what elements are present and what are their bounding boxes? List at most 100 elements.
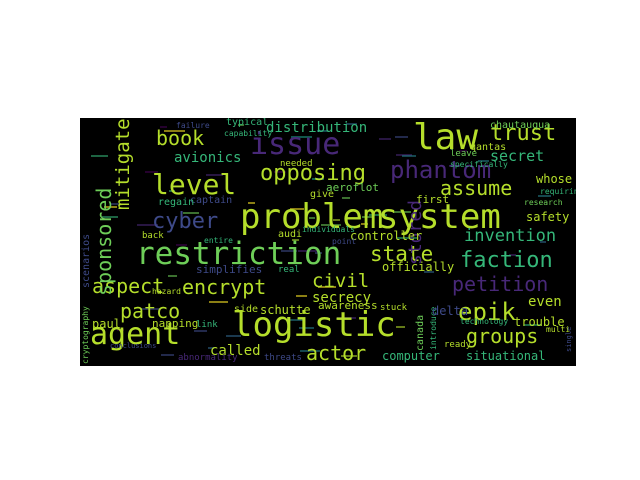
word: opposing bbox=[260, 161, 366, 186]
word: officially bbox=[382, 260, 455, 274]
filler-word-mark bbox=[397, 237, 417, 239]
word: computer bbox=[382, 349, 440, 363]
word: state bbox=[370, 242, 434, 266]
word: real bbox=[278, 265, 300, 275]
word: failure bbox=[176, 121, 210, 130]
filler-word-mark bbox=[395, 136, 408, 138]
filler-word-mark bbox=[137, 224, 158, 226]
filler-word-mark bbox=[164, 130, 185, 132]
word: aspect bbox=[92, 274, 165, 298]
word: secrecy bbox=[312, 290, 372, 306]
word: trouble bbox=[514, 315, 565, 329]
filler-word-mark bbox=[509, 254, 516, 256]
filler-word-mark bbox=[194, 330, 207, 332]
filler-word-mark bbox=[290, 208, 304, 210]
word: distribution bbox=[266, 120, 368, 136]
word: conclusions bbox=[110, 342, 157, 350]
word: specifically bbox=[450, 160, 508, 169]
filler-word-mark bbox=[402, 155, 416, 157]
word: stuck bbox=[380, 303, 408, 313]
filler-word-mark bbox=[183, 212, 199, 214]
filler-word-mark bbox=[290, 319, 303, 321]
filler-word-mark bbox=[315, 252, 322, 254]
word: chautauqua bbox=[490, 120, 551, 131]
filler-word-mark bbox=[238, 124, 244, 126]
word: requiring bbox=[540, 187, 576, 196]
word: epik bbox=[458, 298, 516, 326]
word: restriction bbox=[136, 236, 342, 272]
filler-word-mark bbox=[459, 150, 467, 152]
word: napping bbox=[152, 317, 199, 330]
word: issue bbox=[250, 127, 341, 162]
word: ready bbox=[444, 340, 472, 350]
filler-word-mark bbox=[524, 324, 541, 326]
word: captain bbox=[190, 195, 233, 206]
filler-word-mark bbox=[309, 217, 315, 219]
word: simplifies bbox=[196, 263, 263, 276]
word: needed bbox=[280, 159, 313, 169]
filler-word-mark bbox=[369, 214, 387, 216]
word: research bbox=[524, 198, 563, 207]
filler-word-mark bbox=[318, 286, 336, 288]
word: individuals bbox=[302, 225, 355, 234]
word: qantas bbox=[470, 142, 507, 153]
word: first bbox=[416, 193, 450, 206]
word: back bbox=[142, 231, 164, 241]
word: sponsored bbox=[92, 187, 116, 296]
filler-word-mark bbox=[342, 197, 350, 199]
word: delta bbox=[432, 304, 469, 318]
filler-word-mark bbox=[169, 190, 175, 192]
filler-word-mark bbox=[361, 223, 368, 225]
word: aeroflot bbox=[326, 181, 379, 194]
word: cryptography bbox=[81, 306, 90, 364]
word-cloud-image: problem system restriction logistic agen… bbox=[80, 118, 576, 366]
filler-word-mark bbox=[206, 174, 223, 176]
word: logistic bbox=[232, 305, 396, 345]
filler-word-mark bbox=[176, 244, 187, 246]
filler-word-mark bbox=[291, 136, 312, 138]
filler-word-mark bbox=[424, 271, 434, 273]
word: side bbox=[234, 304, 259, 315]
filler-word-mark bbox=[274, 171, 286, 173]
filler-word-mark bbox=[161, 354, 174, 356]
word: invention bbox=[464, 226, 557, 246]
word: give bbox=[310, 189, 335, 200]
word: even bbox=[528, 294, 562, 310]
filler-word-mark bbox=[110, 203, 119, 205]
word: controller bbox=[350, 229, 423, 243]
word: trust bbox=[490, 121, 557, 146]
filler-word-mark bbox=[312, 178, 324, 180]
word: phantom bbox=[390, 156, 492, 184]
filler-word-mark bbox=[104, 206, 117, 208]
word: faction bbox=[460, 248, 553, 273]
filler-word-mark bbox=[362, 216, 372, 218]
word: hazard bbox=[152, 287, 181, 296]
filler-word-mark bbox=[478, 160, 489, 162]
filler-word-mark bbox=[317, 130, 327, 132]
word: paul bbox=[92, 317, 121, 331]
word: situational bbox=[466, 349, 546, 363]
filler-word-mark bbox=[145, 171, 158, 173]
filler-word-mark bbox=[300, 350, 320, 352]
filler-word-mark bbox=[140, 308, 160, 310]
filler-word-mark bbox=[209, 301, 228, 303]
word: leave bbox=[450, 149, 478, 159]
word: schutte bbox=[260, 303, 311, 317]
word: encrypt bbox=[182, 275, 267, 299]
filler-word-mark bbox=[117, 329, 124, 331]
filler-word-mark bbox=[321, 224, 341, 226]
word: technology bbox=[460, 317, 509, 326]
filler-word-mark bbox=[298, 250, 318, 252]
word: agent bbox=[90, 317, 181, 352]
word: petition bbox=[452, 272, 549, 296]
word: actor bbox=[306, 341, 367, 365]
filler-word-mark bbox=[226, 335, 241, 337]
word: groups bbox=[466, 324, 539, 348]
word: entire bbox=[204, 236, 233, 245]
filler-word-mark bbox=[160, 126, 167, 128]
word: avionics bbox=[174, 150, 242, 166]
word: called bbox=[210, 343, 261, 359]
filler-word-mark bbox=[168, 275, 177, 277]
filler-word-mark bbox=[91, 155, 108, 157]
word: scenarios bbox=[81, 233, 92, 288]
